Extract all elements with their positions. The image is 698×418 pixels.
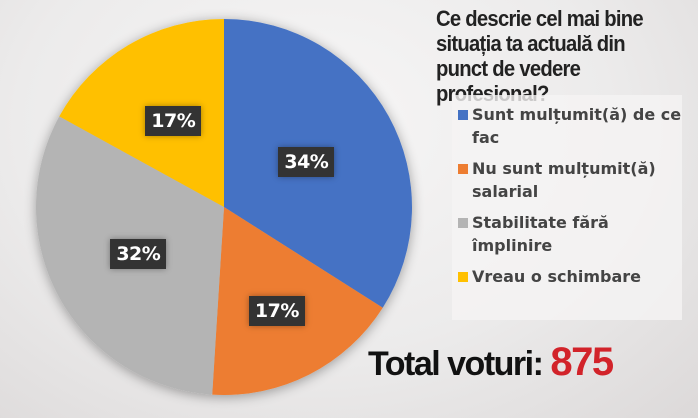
legend-item: Vreau o schimbare <box>452 265 682 288</box>
legend-swatch <box>458 218 468 228</box>
total-votes: Total voturi: 875 <box>368 340 614 385</box>
legend-item: Stabilitate fără împlinire <box>452 211 682 257</box>
legend-label: Sunt mulțumit(ă) de ce fac <box>472 105 682 147</box>
legend-label: Vreau o schimbare <box>472 267 641 286</box>
legend-item: Nu sunt mulțumit(ă) salarial <box>452 157 682 203</box>
data-label: 32% <box>110 239 167 270</box>
chart-title: Ce descrie cel mai bine situația ta actu… <box>436 6 644 106</box>
total-votes-label: Total voturi: <box>368 345 544 383</box>
data-label: 17% <box>248 295 305 326</box>
legend-swatch <box>458 272 468 282</box>
total-votes-value: 875 <box>550 340 614 384</box>
legend-item: Sunt mulțumit(ă) de ce fac <box>452 103 682 149</box>
data-label: 34% <box>278 146 335 177</box>
legend: Sunt mulțumit(ă) de ce fac Nu sunt mulțum… <box>452 95 682 320</box>
legend-swatch <box>458 110 468 120</box>
legend-label: Nu sunt mulțumit(ă) salarial <box>472 159 656 201</box>
legend-label: Stabilitate fără împlinire <box>472 213 609 255</box>
pie-slice-4 <box>59 19 224 207</box>
data-label: 17% <box>145 106 202 137</box>
legend-swatch <box>458 164 468 174</box>
